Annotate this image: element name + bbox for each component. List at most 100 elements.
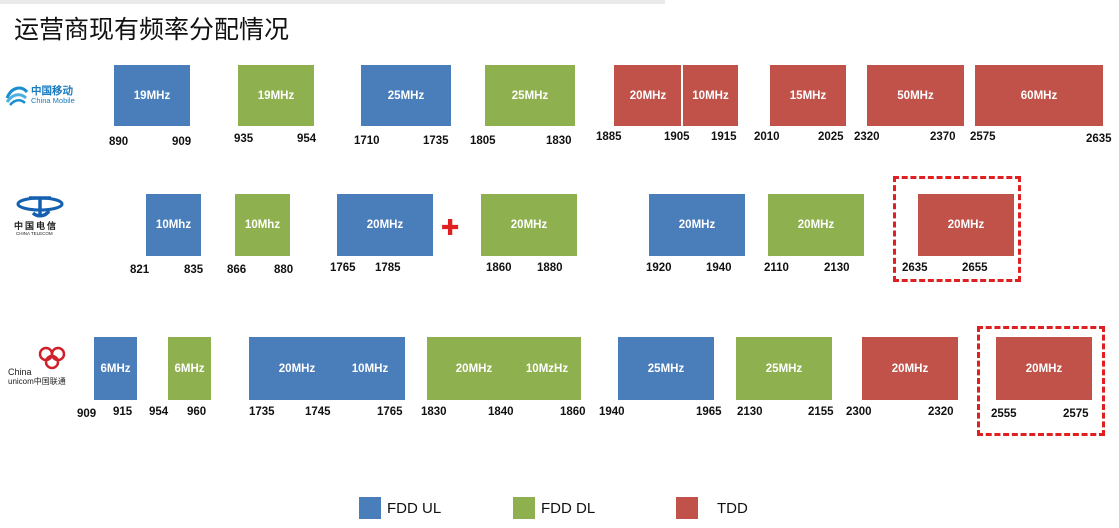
tick-label: 2010 bbox=[754, 131, 780, 143]
block-label: 60MHz bbox=[1020, 89, 1058, 102]
block-label: 25MHz bbox=[511, 89, 549, 102]
legend-swatch-tdd bbox=[676, 497, 698, 519]
china-unicom-knot-icon bbox=[38, 346, 66, 370]
tick-label: 1920 bbox=[646, 262, 672, 274]
tick-label: 1965 bbox=[696, 406, 722, 418]
legend-swatch-fdd-ul bbox=[359, 497, 381, 519]
tick-label: 1735 bbox=[423, 135, 449, 147]
tick-label: 1765 bbox=[330, 262, 356, 274]
unicom-block-1830-1860: 20MHz 10MzHz bbox=[427, 337, 581, 400]
tick-label: 954 bbox=[297, 133, 317, 145]
china-unicom-logo: China unicom中国联通 bbox=[8, 345, 88, 386]
legend-label-fdd-ul: FDD UL bbox=[387, 500, 442, 517]
mobile-block-890-909: 19MHz bbox=[114, 65, 190, 126]
unicom-block-1940-1965: 25MHz bbox=[618, 337, 714, 400]
mobile-block-2010-2025: 15MHz bbox=[770, 65, 846, 126]
mobile-block-2575-2635: 60MHz bbox=[975, 65, 1103, 126]
telecom-block-1920-1940: 20MHz bbox=[649, 194, 745, 256]
mobile-block-1710-1735: 25MHz bbox=[361, 65, 451, 126]
tick-label: 1860 bbox=[560, 406, 586, 418]
block-label: 10Mhz bbox=[155, 219, 192, 231]
tick-label: 1880 bbox=[537, 262, 563, 274]
tick-label: 1940 bbox=[706, 262, 732, 274]
block-label: 20MHz bbox=[629, 89, 667, 102]
unicom-block-909-915: 6MHz bbox=[94, 337, 137, 400]
block-divider bbox=[681, 65, 683, 126]
tick-label: 909 bbox=[172, 136, 192, 148]
plus-icon: ✚ bbox=[441, 216, 460, 241]
tick-label: 2655 bbox=[962, 262, 988, 274]
tick-label: 1830 bbox=[546, 135, 572, 147]
tick-label: 2575 bbox=[970, 131, 996, 143]
telecom-block-2110-2130: 20MHz bbox=[768, 194, 864, 256]
unicom-block-2300-2320: 20MHz bbox=[862, 337, 958, 400]
top-divider bbox=[0, 0, 665, 4]
tick-label: 1785 bbox=[375, 262, 401, 274]
unicom-block-1735-1765: 20MHz 10MHz bbox=[249, 337, 405, 400]
telecom-block-1765-1785: 20MHz bbox=[337, 194, 433, 256]
block-label: 25MHz bbox=[765, 362, 803, 375]
block-label: 15MHz bbox=[789, 89, 827, 102]
unicom-block-954-960: 6MHz bbox=[168, 337, 211, 400]
telecom-block-866-880: 10Mhz bbox=[235, 194, 290, 256]
block-label: 20MHz bbox=[891, 362, 929, 375]
legend-label-fdd-dl: FDD DL bbox=[541, 500, 596, 517]
mobile-block-935-954: 19MHz bbox=[238, 65, 314, 126]
unicom-highlight-box bbox=[977, 326, 1105, 436]
tick-label: 890 bbox=[109, 136, 129, 148]
tick-label: 2110 bbox=[764, 262, 789, 274]
block-label: 10Mhz bbox=[244, 219, 281, 231]
tick-label: 1745 bbox=[305, 406, 331, 418]
tick-label: 2370 bbox=[930, 131, 956, 143]
block-label: 20MHz bbox=[366, 219, 404, 231]
china-mobile-logo-en: China Mobile bbox=[31, 96, 75, 105]
unicom-block-2555-2575: 20MHz bbox=[996, 337, 1092, 400]
tick-label: 2025 bbox=[818, 131, 844, 143]
block-label: 20MHz bbox=[278, 362, 316, 375]
china-mobile-logo-cn: 中国移动 bbox=[31, 85, 73, 97]
tick-label: 2635 bbox=[1086, 133, 1112, 145]
telecom-block-821-835: 10Mhz bbox=[146, 194, 201, 256]
block-label: 20MHz bbox=[678, 219, 716, 231]
block-label: 10MHz bbox=[692, 89, 729, 102]
china-mobile-swirl-icon bbox=[5, 86, 29, 106]
block-label: 19MHz bbox=[133, 89, 171, 102]
china-telecom-emblem-icon bbox=[16, 196, 64, 218]
telecom-block-2635-2655: 20MHz bbox=[918, 194, 1014, 256]
tick-label: 866 bbox=[227, 264, 247, 276]
tick-label: 1905 bbox=[664, 131, 690, 143]
tick-label: 2130 bbox=[824, 262, 850, 274]
china-mobile-logo: 中国移动 China Mobile bbox=[4, 80, 80, 110]
mobile-block-1805-1830: 25MHz bbox=[485, 65, 575, 126]
tick-label: 1940 bbox=[599, 406, 625, 418]
mobile-block-2320-2370: 50MHz bbox=[867, 65, 964, 126]
tick-label: 835 bbox=[184, 264, 204, 276]
china-telecom-logo-cn: 中国电信 bbox=[14, 221, 59, 231]
tick-label: 1915 bbox=[711, 131, 737, 143]
tick-label: 880 bbox=[274, 264, 294, 276]
block-label: 10MzHz bbox=[525, 362, 569, 375]
block-label: 20MHz bbox=[1025, 362, 1063, 375]
block-label: 20MHz bbox=[947, 219, 985, 231]
tick-label: 2575 bbox=[1063, 408, 1089, 420]
legend-label-tdd: TDD bbox=[717, 500, 748, 517]
tick-label: 1735 bbox=[249, 406, 275, 418]
block-label: 20MHz bbox=[455, 362, 493, 375]
mobile-block-1885-1915: 20MHz 10MHz bbox=[614, 65, 738, 126]
tick-label: 2635 bbox=[902, 262, 928, 274]
china-telecom-logo: 中国电信 CHINA TELECOM bbox=[10, 193, 70, 238]
tick-label: 1765 bbox=[377, 406, 403, 418]
tick-label: 2320 bbox=[928, 406, 954, 418]
legend-swatch-fdd-dl bbox=[513, 497, 535, 519]
block-label: 6MHz bbox=[100, 362, 131, 375]
tick-label: 2155 bbox=[808, 406, 834, 418]
china-unicom-logo-en2: unicom中国联通 bbox=[8, 377, 66, 386]
china-unicom-logo-en1: China bbox=[8, 367, 32, 377]
tick-label: 1710 bbox=[354, 135, 380, 147]
tick-label: 2300 bbox=[846, 406, 872, 418]
tick-label: 1885 bbox=[596, 131, 622, 143]
tick-label: 954 bbox=[149, 406, 169, 418]
telecom-block-1860-1880: 20MHz bbox=[481, 194, 577, 256]
tick-label: 1860 bbox=[486, 262, 512, 274]
block-label: 50MHz bbox=[897, 89, 934, 102]
